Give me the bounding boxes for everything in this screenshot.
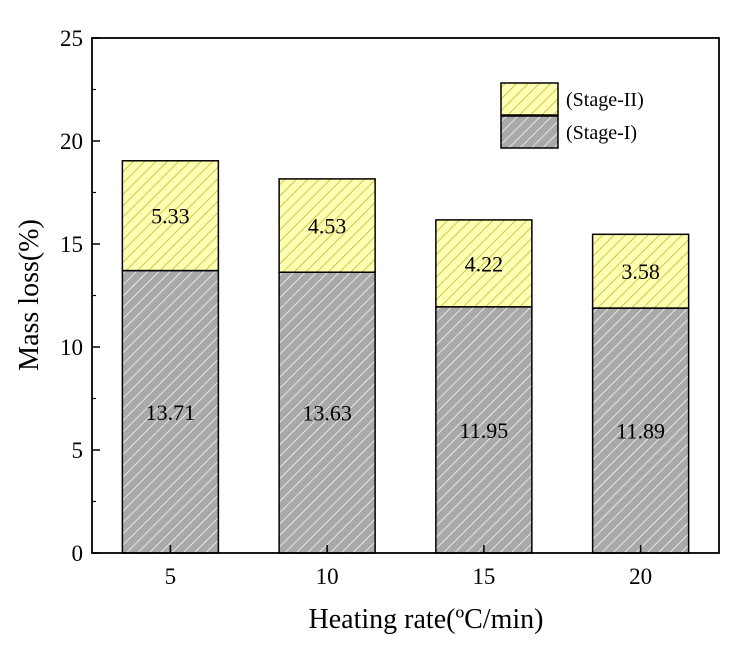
y-axis-title: Mass loss(%) <box>14 219 45 371</box>
bar-stage2-20 <box>591 233 690 309</box>
bar-stage2-5 <box>121 160 220 272</box>
legend-swatch-stage1 <box>500 115 559 149</box>
plot-frame <box>91 37 720 554</box>
y-axis-ticks: 0 5 10 15 20 25 <box>60 26 100 566</box>
legend-label-stage2: (Stage-II) <box>566 89 644 111</box>
bar-stage2-15 <box>435 219 533 308</box>
bar-stage1-5 <box>121 269 220 554</box>
legend: (Stage-II) (Stage-I) <box>500 82 644 149</box>
legend-swatch-stage2 <box>500 82 559 116</box>
data-label-stage1-10: 13.63 <box>302 401 352 426</box>
y-tick-label-5: 5 <box>72 438 84 463</box>
x-tick-label-15: 15 <box>472 564 495 589</box>
x-tick-label-20: 20 <box>629 564 652 589</box>
y-tick-label-20: 20 <box>60 129 83 154</box>
bar-labels-group: 13.71 5.33 13.63 4.53 11.95 4.22 11.89 3.58 <box>146 204 665 444</box>
data-label-stage2-10: 4.53 <box>308 214 347 239</box>
x-tick-label-10: 10 <box>316 564 339 589</box>
y-tick-label-15: 15 <box>60 232 83 257</box>
y-tick-label-0: 0 <box>72 541 84 566</box>
data-label-stage1-5: 13.71 <box>146 400 196 425</box>
x-axis-ticks: 5 10 15 20 <box>165 545 652 589</box>
data-label-stage1-15: 11.95 <box>460 418 509 443</box>
data-label-stage2-20: 3.58 <box>621 259 660 284</box>
bar-stage1-15 <box>435 306 533 554</box>
x-tick-label-5: 5 <box>165 564 177 589</box>
data-label-stage2-5: 5.33 <box>151 204 190 229</box>
bar-stage2-10 <box>278 178 376 273</box>
data-label-stage2-15: 4.22 <box>465 251 504 276</box>
legend-label-stage1: (Stage-I) <box>566 122 637 144</box>
x-axis-title: Heating rate(ºC/min) <box>309 604 544 635</box>
bars-group <box>121 160 690 554</box>
y-tick-label-10: 10 <box>60 335 83 360</box>
y-tick-label-25: 25 <box>60 26 83 51</box>
data-label-stage1-20: 11.89 <box>616 419 665 444</box>
